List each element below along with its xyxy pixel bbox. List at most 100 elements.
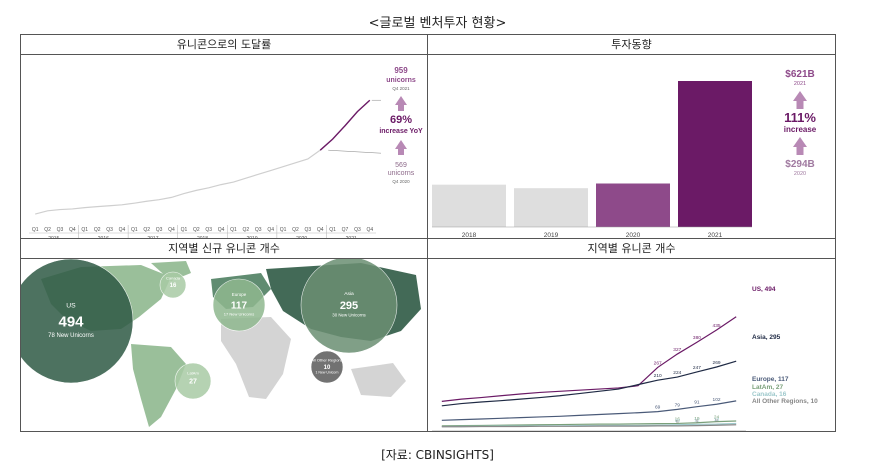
quarter-tick-label: Q4 (317, 227, 324, 233)
year-tick-label: 2019 (247, 236, 258, 238)
quarter-tick-label: Q1 (181, 227, 188, 233)
point-data-label: 10 (675, 418, 681, 424)
bubble-all-other-regions (310, 350, 344, 384)
year-tick-label: 2016 (98, 236, 109, 238)
point-data-label: 327 (673, 347, 681, 353)
point-data-label: 91 (694, 400, 700, 406)
point-data-label: 24 (714, 415, 720, 421)
quarter-tick-label: Q4 (218, 227, 225, 233)
bubble-us (21, 259, 134, 384)
point-data-label: 79 (675, 402, 681, 408)
series-legend-label: LatAm, 27 (752, 384, 783, 391)
bubble-region-label: Europe (232, 292, 247, 297)
bottom-date-label: Q4 2020 (392, 179, 410, 184)
bar-2020 (596, 183, 670, 227)
series-legend-label: Canada, 16 (752, 391, 787, 398)
series-legend-label: Asia, 295 (752, 334, 781, 341)
quarter-tick-label: Q2 (143, 227, 150, 233)
quarter-tick-label: Q2 (292, 227, 299, 233)
series-line-1 (441, 360, 737, 407)
increase-up-arrow (395, 96, 407, 111)
year-tick-label: 2021 (346, 236, 357, 238)
africa-landmass (221, 317, 291, 399)
bubble-value-label: 117 (231, 301, 248, 312)
series-legend-label: Europe, 117 (752, 376, 789, 383)
increase-percent-label: 69% (390, 114, 412, 126)
bubble-asia (300, 259, 398, 354)
top-date-label: Q4 2021 (392, 86, 410, 91)
bubble-europe (212, 278, 266, 332)
point-data-label: 69 (655, 405, 661, 411)
point-data-label: 247 (693, 365, 701, 371)
increase-up-arrow-lower (395, 140, 407, 155)
quarter-tick-label: Q4 (267, 227, 274, 233)
panel-title-new-unicorns-map: 지역별 신규 유니콘 개수 (21, 239, 427, 259)
quarter-tick-label: Q2 (44, 227, 51, 233)
category-label: 2018 (462, 232, 477, 238)
bottom-value-label: $294B (785, 159, 814, 170)
bubble-sub-label: 1 New Unicorn (316, 370, 339, 374)
panel-title-investment: 투자동향 (428, 35, 835, 55)
point-data-label: 224 (673, 370, 681, 376)
bubble-value-label: 27 (189, 378, 197, 385)
bubble-region-label: LatAm (187, 371, 199, 376)
increase-percent-label: 111% (784, 110, 816, 125)
point-data-label: 19 (694, 416, 700, 422)
bottom-unit-label: unicorns (388, 170, 415, 177)
bubble-value-label: 494 (58, 313, 84, 330)
bottom-leader-line (328, 149, 382, 154)
bubble-value-label: 10 (324, 365, 331, 371)
bubble-region-label: All Other Regions (311, 358, 342, 363)
point-data-label: 8 (715, 418, 718, 424)
top-year-label: 2021 (794, 81, 806, 87)
divider-horizontal (21, 238, 835, 239)
bubble-region-label: US (66, 303, 76, 310)
increase-up-arrow (793, 91, 807, 109)
point-data-label: 269 (713, 360, 721, 366)
point-data-label: 5 (676, 419, 679, 425)
unicorn-line-highlight (319, 99, 371, 151)
year-tick-label: 2020 (296, 236, 307, 238)
quarter-tick-label: Q3 (305, 227, 312, 233)
bubble-sub-label: 30 New Unicorns (332, 313, 366, 318)
point-data-label: 16 (675, 416, 681, 422)
series-legend-label: US, 494 (752, 286, 776, 293)
series-line-5 (441, 424, 737, 428)
figure-grid: 유니콘으로의 도달률 투자동향 지역별 신규 유니콘 개수 지역별 유니콘 개수… (20, 34, 836, 432)
bar-2021 (678, 81, 752, 227)
unicorn-line-series (35, 149, 321, 215)
bubble-region-label: Canada (166, 276, 181, 281)
quarter-tick-label: Q1 (131, 227, 138, 233)
category-label: 2020 (626, 232, 641, 238)
source-note: [자료: CBINSIGHTS] (381, 448, 494, 462)
divider-vertical (427, 35, 428, 431)
point-data-label: 6 (696, 419, 699, 425)
quarter-tick-label: Q3 (156, 227, 163, 233)
quarter-tick-label: Q3 (106, 227, 113, 233)
point-data-label: 210 (654, 373, 662, 379)
point-data-label: 12 (694, 417, 700, 423)
series-line-3 (441, 420, 737, 427)
quarter-tick-label: Q4 (69, 227, 76, 233)
quarter-tick-label: Q3 (205, 227, 212, 233)
quarter-tick-label: Q3 (57, 227, 64, 233)
page-title: <글로벌 벤처투자 현황> (368, 16, 507, 31)
series-line-2 (441, 400, 737, 421)
quarter-tick-label: Q3 (255, 227, 262, 233)
quarter-tick-label: Q1 (81, 227, 88, 233)
quarter-tick-label: Q2 (193, 227, 200, 233)
increase-text-label: increase YoY (379, 128, 423, 135)
bar-2019 (514, 188, 588, 227)
bubble-sub-label: 78 New Unicorns (48, 333, 94, 339)
top-value-label: $621B (785, 69, 814, 80)
year-tick-label: 2017 (147, 236, 158, 238)
bubble-region-label: Asia (344, 291, 354, 297)
category-label: 2021 (708, 232, 723, 238)
point-data-label: 267 (654, 360, 662, 366)
bar-2018 (432, 184, 506, 227)
south-america-landmass (131, 344, 186, 427)
quarter-tick-label: Q1 (280, 227, 287, 233)
year-tick-label: 2015 (48, 236, 59, 238)
point-data-label: 380 (693, 335, 701, 341)
